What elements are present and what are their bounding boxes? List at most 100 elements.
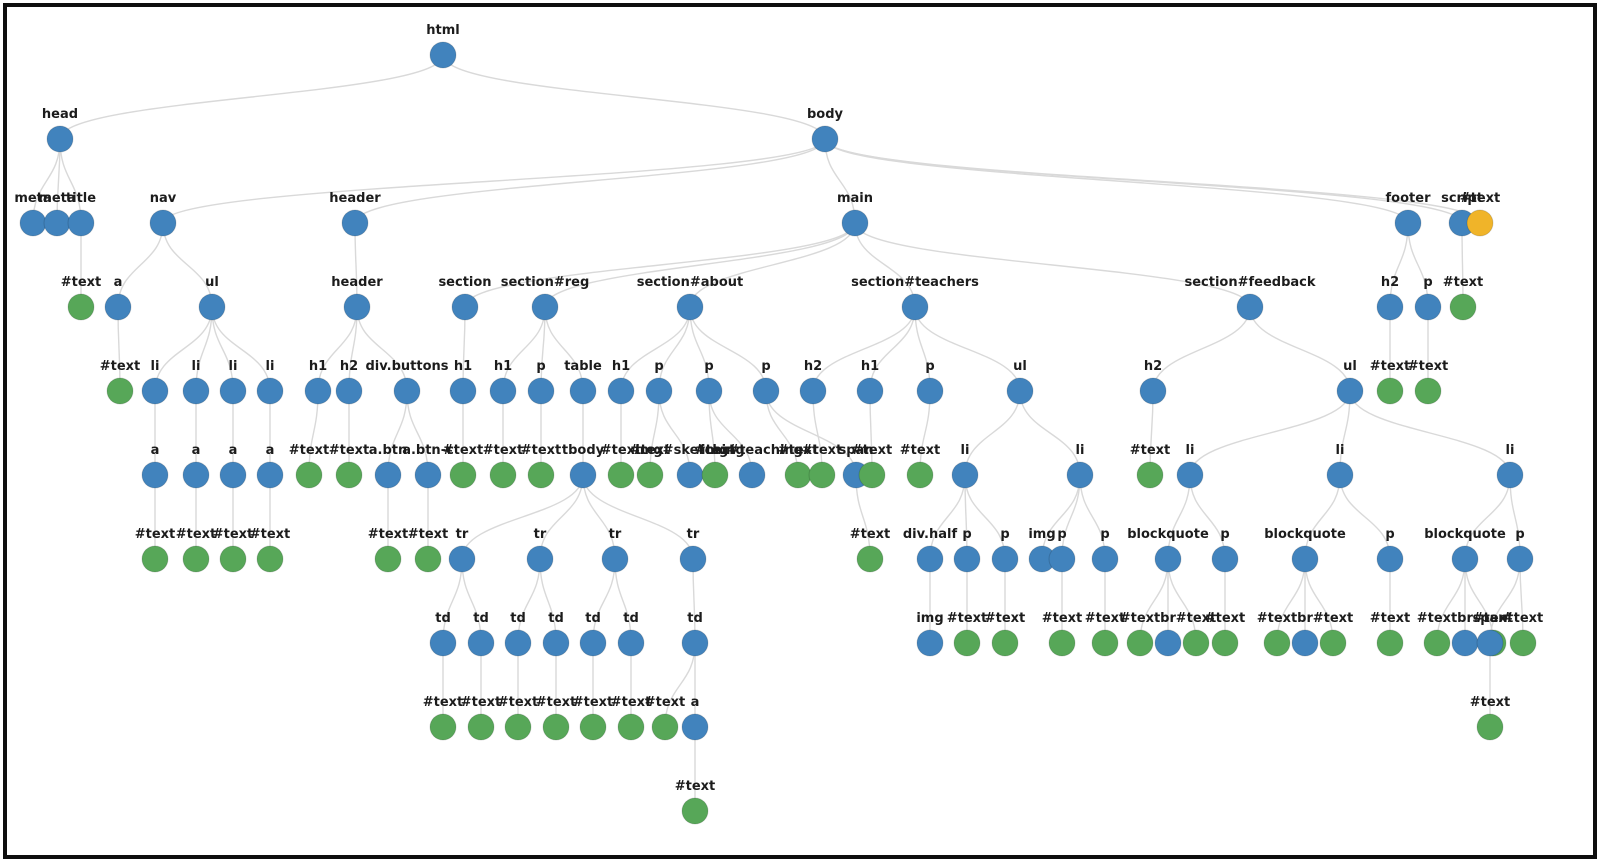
tree-node-meta[interactable] [43,209,71,237]
tree-node-html[interactable] [429,41,457,69]
tree-node-a[interactable] [256,461,284,489]
tree-node-img-teaching[interactable] [738,461,766,489]
tree-node-text[interactable] [1091,629,1119,657]
tree-node-tr[interactable] [601,545,629,573]
tree-node-text[interactable] [542,713,570,741]
tree-node-header[interactable] [341,209,369,237]
tree-node-text[interactable] [617,713,645,741]
tree-node-text[interactable] [335,461,363,489]
tree-node-text[interactable] [106,377,134,405]
tree-node-ul[interactable] [198,293,226,321]
tree-node-text[interactable] [701,461,729,489]
tree-node-text[interactable] [449,461,477,489]
tree-node-text[interactable] [527,461,555,489]
tree-node-h1[interactable] [304,377,332,405]
tree-node-td[interactable] [617,629,645,657]
tree-node-p[interactable] [1091,545,1119,573]
tree-node-text[interactable] [1376,377,1404,405]
tree-node-li[interactable] [256,377,284,405]
tree-node-ul[interactable] [1006,377,1034,405]
tree-node-text[interactable] [489,461,517,489]
tree-node-text[interactable] [1319,629,1347,657]
tree-node-text[interactable] [1423,629,1451,657]
tree-node-p[interactable] [1211,545,1239,573]
tree-node-li[interactable] [219,377,247,405]
tree-node-body[interactable] [811,125,839,153]
tree-node-text[interactable] [1182,629,1210,657]
tree-node-ul[interactable] [1336,377,1364,405]
tree-node-section-reg[interactable] [531,293,559,321]
tree-node-li[interactable] [1496,461,1524,489]
tree-node-img[interactable] [916,629,944,657]
tree-node-text[interactable] [1048,629,1076,657]
tree-node-li[interactable] [951,461,979,489]
tree-node-text[interactable] [429,713,457,741]
tree-node-text[interactable] [636,461,664,489]
tree-node-img-sketching[interactable] [676,461,704,489]
tree-node-text[interactable] [1466,209,1494,237]
tree-node-br[interactable] [1291,629,1319,657]
tree-node-table[interactable] [569,377,597,405]
tree-node-p[interactable] [991,545,1019,573]
tree-node-text[interactable] [1211,629,1239,657]
tree-node-h1[interactable] [449,377,477,405]
tree-node-text[interactable] [579,713,607,741]
tree-node-td[interactable] [429,629,457,657]
tree-node-p[interactable] [695,377,723,405]
tree-node-li[interactable] [141,377,169,405]
tree-node-a-btn-c[interactable] [414,461,442,489]
tree-node-text[interactable] [1414,377,1442,405]
tree-node-text[interactable] [467,713,495,741]
tree-node-h2[interactable] [799,377,827,405]
tree-node-text[interactable] [504,713,532,741]
tree-node-a[interactable] [681,713,709,741]
tree-node-h1[interactable] [856,377,884,405]
tree-node-main[interactable] [841,209,869,237]
tree-node-text[interactable] [141,545,169,573]
tree-node-p[interactable] [1376,545,1404,573]
tree-node-span[interactable] [1476,629,1504,657]
tree-node-li[interactable] [182,377,210,405]
tree-node-text[interactable] [858,461,886,489]
tree-node-h2[interactable] [335,377,363,405]
tree-node-p[interactable] [1048,545,1076,573]
tree-node-div-buttons[interactable] [393,377,421,405]
tree-node-tr[interactable] [526,545,554,573]
tree-node-text[interactable] [856,545,884,573]
tree-node-text[interactable] [256,545,284,573]
tree-node-br[interactable] [1154,629,1182,657]
tree-node-text[interactable] [1509,629,1537,657]
tree-node-li[interactable] [1066,461,1094,489]
tree-node-td[interactable] [681,629,709,657]
tree-node-td[interactable] [542,629,570,657]
tree-node-p[interactable] [916,377,944,405]
tree-node-text[interactable] [219,545,247,573]
tree-node-text[interactable] [414,545,442,573]
tree-node-head[interactable] [46,125,74,153]
tree-node-p[interactable] [752,377,780,405]
tree-node-td[interactable] [467,629,495,657]
tree-node-td[interactable] [579,629,607,657]
tree-node-text[interactable] [1449,293,1477,321]
tree-node-blockquote[interactable] [1291,545,1319,573]
tree-node-a[interactable] [182,461,210,489]
tree-node-text[interactable] [607,461,635,489]
tree-node-text[interactable] [651,713,679,741]
tree-node-blockquote[interactable] [1154,545,1182,573]
tree-node-li[interactable] [1326,461,1354,489]
tree-node-text[interactable] [1476,713,1504,741]
tree-node-tbody[interactable] [569,461,597,489]
tree-node-h2[interactable] [1376,293,1404,321]
tree-node-section-feedback[interactable] [1236,293,1264,321]
tree-node-text[interactable] [295,461,323,489]
tree-node-text[interactable] [808,461,836,489]
tree-node-section-about[interactable] [676,293,704,321]
tree-node-meta[interactable] [19,209,47,237]
tree-node-p[interactable] [1414,293,1442,321]
tree-node-p[interactable] [953,545,981,573]
tree-node-div-half[interactable] [916,545,944,573]
tree-node-br[interactable] [1451,629,1479,657]
tree-node-header[interactable] [343,293,371,321]
tree-node-text[interactable] [1263,629,1291,657]
tree-node-section[interactable] [451,293,479,321]
